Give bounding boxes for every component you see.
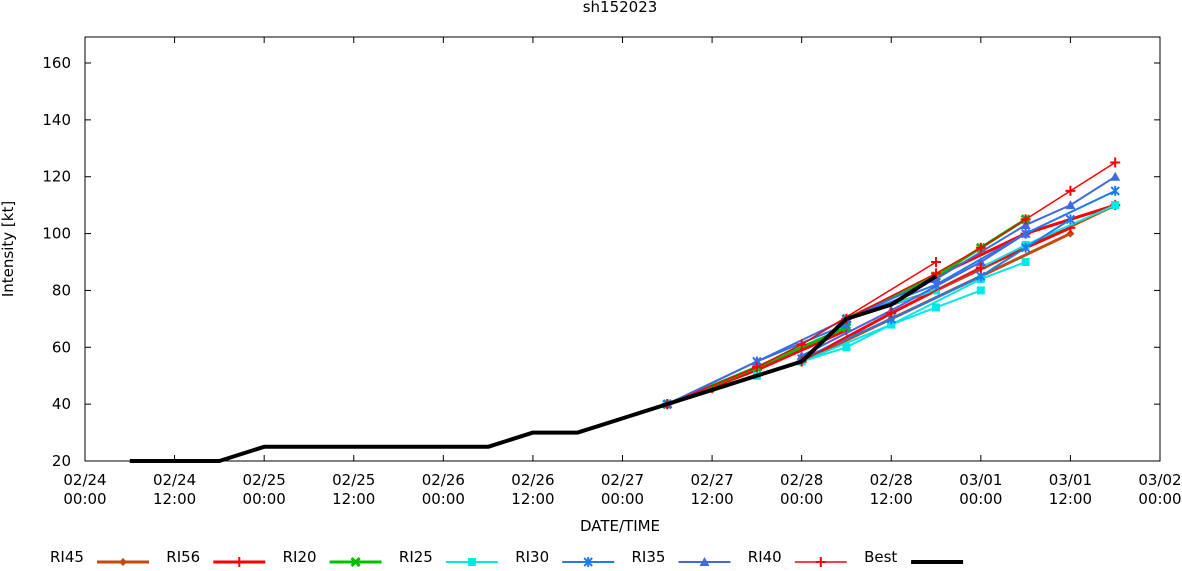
- x-tick-label: 00:00: [1138, 490, 1181, 508]
- legend-item: RI45: [50, 548, 149, 566]
- series-best: [129, 274, 938, 463]
- marker-triangle: [1020, 228, 1031, 238]
- legend-item: RI40: [748, 548, 847, 567]
- legend-item: RI30: [515, 548, 615, 567]
- marker-plus: [886, 308, 897, 319]
- marker-asterisk: [1065, 214, 1076, 225]
- y-tick-label: 120: [42, 168, 71, 186]
- x-tick-label: 03/01: [959, 471, 1002, 489]
- series-line: [667, 261, 937, 405]
- legend-label: RI40: [748, 548, 782, 566]
- y-tick-label: 80: [52, 281, 71, 299]
- x-tick-label: 12:00: [153, 490, 196, 508]
- x-tick-label: 00:00: [959, 490, 1002, 508]
- marker-plus: [815, 557, 826, 567]
- marker-plus: [1065, 185, 1076, 196]
- marker-triangle: [1110, 171, 1121, 181]
- x-tick-label: 03/02: [1138, 471, 1181, 489]
- marker-plus: [931, 257, 942, 267]
- legend-item: RI56: [166, 548, 266, 567]
- marker-asterisk: [976, 271, 986, 282]
- legend-label: RI25: [399, 548, 433, 566]
- marker-plus: [751, 362, 762, 373]
- x-tick-label: 12:00: [690, 490, 733, 508]
- legend-item: RI25: [399, 548, 498, 566]
- marker-square: [1021, 258, 1030, 266]
- x-tick-label: 02/27: [690, 471, 733, 489]
- x-tick-label: 12:00: [332, 490, 375, 508]
- y-tick-label: 40: [52, 395, 71, 413]
- legend-label: RI56: [166, 548, 200, 566]
- legend-label: Best: [864, 548, 897, 566]
- marker-triangle: [1065, 200, 1076, 210]
- x-tick-label: 12:00: [1049, 490, 1092, 508]
- marker-diamond: [1066, 229, 1075, 238]
- y-tick-label: 160: [42, 54, 71, 72]
- marker-asterisk: [1020, 242, 1031, 253]
- x-tick-label: 12:00: [511, 490, 554, 508]
- x-tick-label: 02/25: [243, 471, 286, 489]
- marker-asterisk: [583, 557, 593, 567]
- series-line: [801, 261, 1026, 363]
- x-tick-label: 02/28: [870, 471, 913, 489]
- x-tick-label: 00:00: [780, 490, 823, 508]
- legend-label: RI20: [283, 548, 317, 566]
- x-tick-label: 12:00: [870, 490, 913, 508]
- x-tick-label: 02/27: [601, 471, 644, 489]
- x-tick-label: 03/01: [1049, 471, 1092, 489]
- x-tick-label: 00:00: [243, 490, 286, 508]
- marker-square: [932, 303, 941, 312]
- x-tick-label: 02/24: [63, 471, 106, 489]
- marker-square: [842, 343, 851, 352]
- series-line: [846, 161, 1116, 320]
- marker-plus: [1110, 157, 1121, 168]
- x-tick-label: 02/28: [780, 471, 823, 489]
- marker-plus: [796, 339, 807, 350]
- marker-plus: [975, 262, 986, 273]
- marker-plus: [975, 242, 986, 253]
- marker-asterisk: [1110, 185, 1120, 196]
- marker-triangle: [699, 557, 710, 566]
- marker-plus: [1020, 214, 1031, 225]
- x-tick-label: 02/26: [422, 471, 465, 489]
- marker-diamond: [119, 558, 127, 566]
- series-ri40: [662, 157, 1121, 410]
- legend-item: RI35: [632, 548, 731, 566]
- marker-plus: [234, 557, 245, 567]
- x-tick-label: 00:00: [63, 490, 106, 508]
- chart-title: sh152023: [583, 0, 658, 16]
- legend-label: RI45: [50, 548, 84, 566]
- marker-square: [976, 286, 985, 295]
- marker-square: [467, 558, 476, 566]
- legend-label: RI30: [515, 548, 549, 566]
- marker-triangle: [1020, 220, 1031, 230]
- x-tick-label: 00:00: [601, 490, 644, 508]
- marker-square: [1111, 201, 1120, 210]
- x-axis-label: DATE/TIME: [580, 517, 660, 535]
- marker-x: [350, 556, 361, 568]
- y-tick-label: 20: [52, 452, 71, 470]
- y-tick-label: 140: [42, 111, 71, 129]
- legend-label: RI35: [632, 548, 666, 566]
- y-tick-label: 60: [52, 338, 71, 356]
- legend-item: Best: [864, 548, 964, 566]
- series-line: [129, 274, 938, 463]
- series-line: [801, 232, 1027, 357]
- legend-item: RI20: [283, 548, 382, 568]
- x-tick-label: 00:00: [422, 490, 465, 508]
- y-tick-label: 100: [42, 225, 71, 243]
- x-tick-label: 02/25: [332, 471, 375, 489]
- x-tick-label: 02/26: [511, 471, 554, 489]
- marker-triangle: [975, 257, 986, 266]
- marker-square: [887, 320, 896, 329]
- x-tick-label: 02/24: [153, 471, 196, 489]
- y-axis-label: Intensity [kt]: [0, 201, 17, 297]
- marker-triangle: [751, 356, 762, 366]
